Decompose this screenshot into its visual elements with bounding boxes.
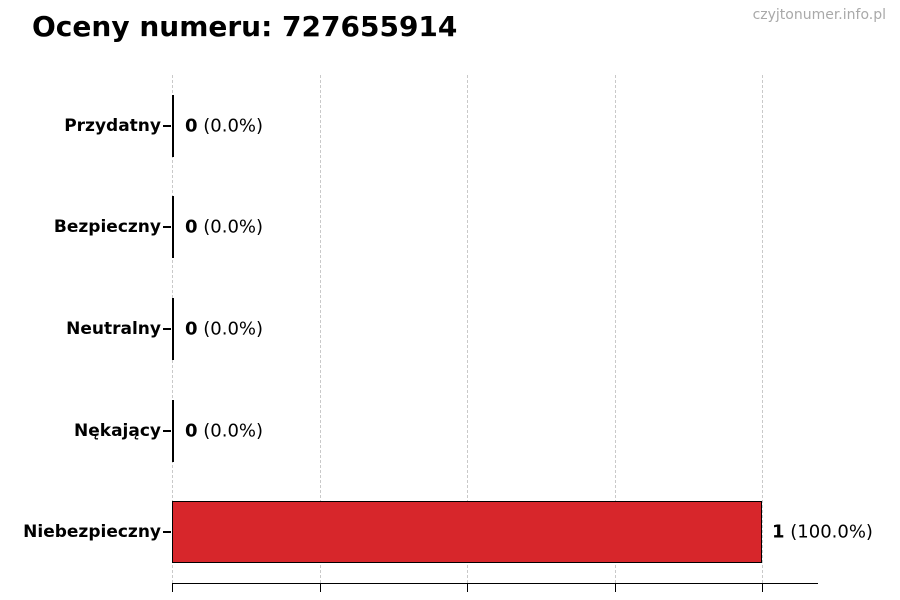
bar-niebezpieczny — [172, 501, 762, 564]
value-label: 0 (0.0%) — [185, 115, 263, 136]
x-gridline — [614, 75, 616, 583]
chart-row-niebezpieczny: Niebezpieczny 1 (100.0%) — [23, 501, 873, 564]
value-count: 0 — [185, 318, 198, 340]
value-percent: (0.0%) — [203, 115, 264, 137]
chart-title: Oceny numeru: 727655914 — [32, 10, 458, 43]
x-gridline — [319, 75, 321, 583]
y-axis-tick — [163, 531, 171, 534]
chart-row-neutralny: Neutralny 0 (0.0%) — [66, 298, 818, 360]
chart-row-nekajacy: Nękający 0 (0.0%) — [74, 399, 818, 462]
value-label: 0 (0.0%) — [185, 420, 263, 441]
category-label: Niebezpieczny — [23, 522, 161, 543]
category-label: Nękający — [74, 420, 161, 441]
x-gridline — [762, 75, 763, 583]
value-percent: (100.0%) — [790, 521, 873, 543]
x-axis-tick — [614, 584, 616, 592]
x-axis-line — [172, 583, 818, 584]
value-label: 0 (0.0%) — [185, 319, 263, 340]
bar-neutralny — [172, 298, 174, 360]
value-count: 0 — [185, 216, 198, 238]
category-label: Bezpieczny — [53, 217, 161, 238]
value-count: 1 — [772, 521, 785, 543]
category-label: Neutralny — [66, 319, 161, 339]
value-count: 0 — [185, 115, 198, 137]
value-label: 0 (0.0%) — [185, 217, 263, 238]
category-label: Przydatny — [64, 115, 161, 136]
chart-row-bezpieczny: Bezpieczny 0 (0.0%) — [54, 196, 818, 259]
value-count: 0 — [185, 420, 198, 442]
y-axis-tick — [163, 328, 171, 330]
chart-row-przydatny: Przydatny 0 (0.0%) — [64, 94, 818, 157]
y-axis-tick — [163, 124, 171, 127]
x-gridline — [467, 75, 468, 583]
value-percent: (0.0%) — [203, 318, 264, 340]
value-percent: (0.0%) — [203, 420, 264, 442]
value-label: 1 (100.0%) — [772, 522, 873, 543]
plot-area: Przydatny 0 (0.0%) Bezpieczny 0 (0.0%) N… — [23, 75, 873, 592]
bar-bezpieczny — [172, 196, 174, 259]
x-axis-tick — [319, 584, 321, 592]
x-axis-tick — [172, 584, 173, 592]
watermark-link[interactable]: czyjtonumer.info.pl — [752, 7, 886, 23]
y-axis-tick — [163, 226, 171, 229]
y-axis-tick — [163, 429, 171, 432]
x-axis-tick — [467, 584, 468, 592]
value-percent: (0.0%) — [203, 216, 264, 238]
bar-przydatny — [172, 94, 174, 157]
x-axis-tick — [762, 584, 763, 592]
bar-nekajacy — [172, 399, 174, 462]
